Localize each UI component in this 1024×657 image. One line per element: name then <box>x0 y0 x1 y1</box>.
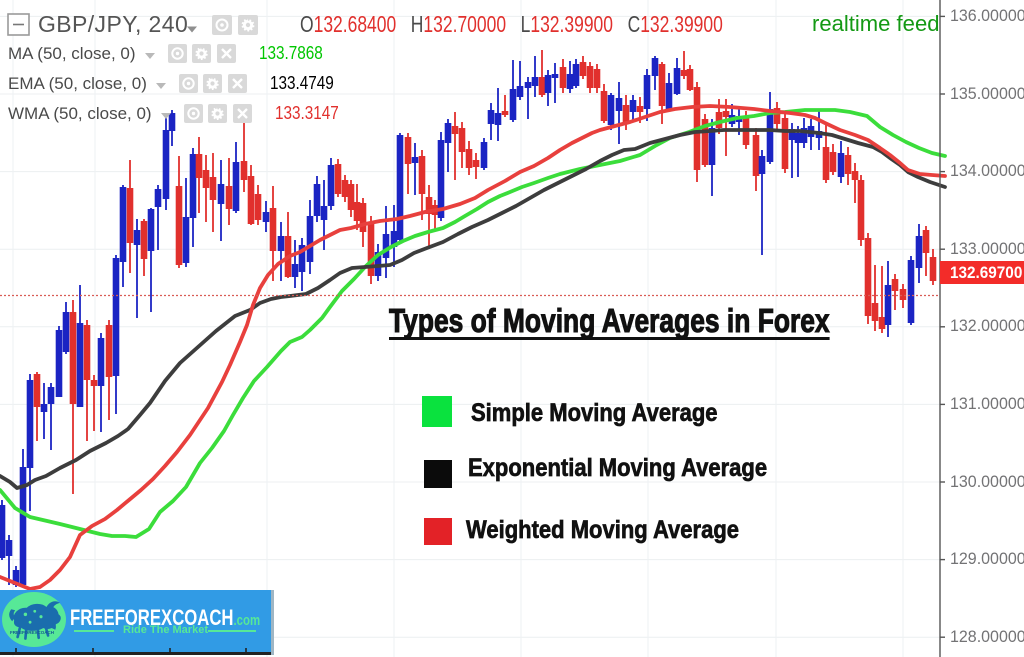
svg-text:FREEFOREXCOACH: FREEFOREXCOACH <box>10 630 54 635</box>
